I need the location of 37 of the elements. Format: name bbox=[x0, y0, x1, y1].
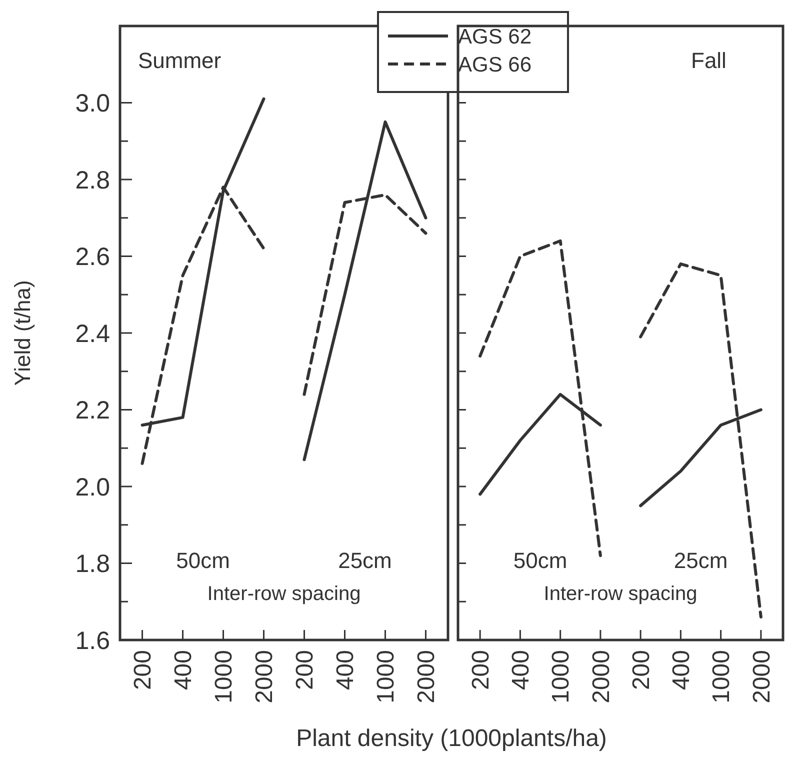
x-tick-label: 400 bbox=[332, 650, 360, 690]
x-tick-label: 2000 bbox=[251, 650, 278, 704]
x-tick-label: 1000 bbox=[548, 650, 575, 704]
y-tick-label: 1.6 bbox=[75, 626, 110, 655]
y-axis-title: Yield (t/ha) bbox=[10, 280, 35, 386]
x-tick-label: 200 bbox=[292, 650, 319, 690]
annotation: Inter-row spacing bbox=[207, 583, 361, 605]
x-tick-label: 1000 bbox=[708, 650, 736, 704]
annotation: Summer bbox=[138, 48, 222, 73]
x-tick-label: 400 bbox=[668, 650, 696, 690]
x-tick-label: 400 bbox=[508, 650, 535, 690]
legend-label: AGS 66 bbox=[458, 53, 532, 76]
x-tick-label: 2000 bbox=[588, 650, 615, 704]
y-tick-label: 2.8 bbox=[75, 166, 110, 194]
x-axis-title: Plant density (1000plants/ha) bbox=[296, 725, 607, 752]
y-tick-label: 2.2 bbox=[75, 396, 110, 424]
x-tick-label: 1000 bbox=[210, 650, 238, 704]
annotation: 50cm bbox=[513, 548, 568, 573]
annotation: Inter-row spacing bbox=[544, 583, 698, 605]
line-series bbox=[302, 120, 428, 462]
y-tick-label: 2.4 bbox=[75, 320, 110, 348]
x-tick-label: 200 bbox=[628, 650, 655, 690]
x-tick-label: 2000 bbox=[413, 650, 440, 704]
y-tick-label: 3.0 bbox=[75, 90, 110, 118]
annotation: 50cm bbox=[176, 548, 230, 573]
x-tick-label: 200 bbox=[467, 650, 494, 690]
x-tick-label: 200 bbox=[130, 650, 157, 690]
legend-label: AGS 62 bbox=[458, 25, 532, 48]
y-tick-label: 2.0 bbox=[75, 473, 110, 502]
annotation: Fall bbox=[691, 48, 726, 73]
x-tick-label: 2000 bbox=[748, 650, 776, 704]
y-tick-label: 1.8 bbox=[75, 550, 110, 578]
x-tick-label: 400 bbox=[170, 650, 198, 690]
annotation: 25cm bbox=[338, 548, 392, 573]
x-tick-label: 1000 bbox=[372, 650, 400, 704]
y-tick-label: 2.6 bbox=[75, 243, 110, 271]
annotation: 25cm bbox=[674, 548, 728, 573]
